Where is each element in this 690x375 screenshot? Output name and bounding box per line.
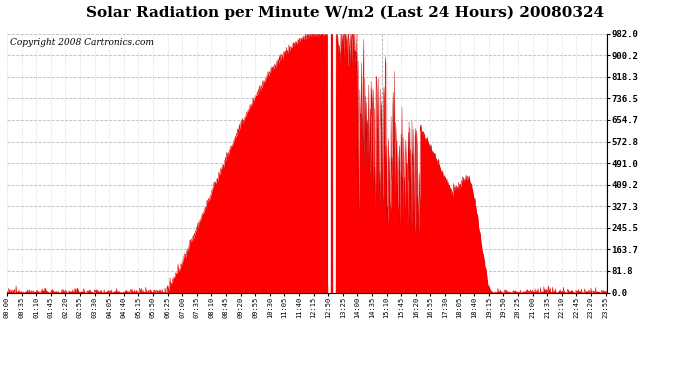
Text: Solar Radiation per Minute W/m2 (Last 24 Hours) 20080324: Solar Radiation per Minute W/m2 (Last 24… — [86, 6, 604, 20]
Text: Copyright 2008 Cartronics.com: Copyright 2008 Cartronics.com — [10, 38, 154, 46]
